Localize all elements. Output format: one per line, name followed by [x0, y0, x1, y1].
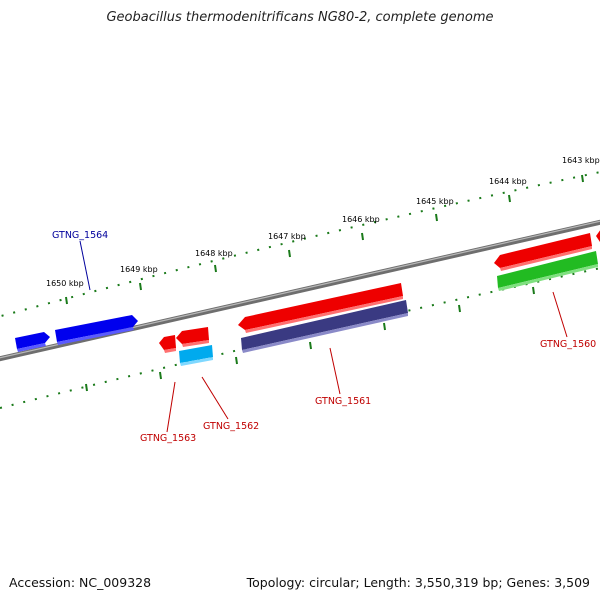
gene-gtng-1561[interactable] [238, 283, 403, 333]
gene-label-gtng-1562[interactable]: GTNG_1562 [203, 421, 259, 432]
gene-label-gtng-1560[interactable]: GTNG_1560 [540, 339, 596, 350]
kbp-label-1647: 1647 kbp [268, 232, 306, 241]
kbp-labels: 1650 kbp 1649 kbp 1648 kbp 1647 kbp 1646… [46, 156, 600, 288]
gene-label-gtng-1561[interactable]: GTNG_1561 [315, 396, 371, 407]
leader-gtng-1564 [79, 240, 91, 291]
kbp-label-1645: 1645 kbp [416, 197, 454, 206]
kbp-label-1644: 1644 kbp [489, 177, 527, 186]
topology-label: Topology: circular; Length: 3,550,319 bp… [246, 575, 590, 590]
outer-major-ticks [65, 174, 584, 305]
gene-edge-red[interactable] [596, 228, 600, 242]
gene-gtng-1562[interactable] [176, 327, 209, 347]
kbp-label-1646: 1646 kbp [342, 215, 380, 224]
leader-gtng-1560 [552, 291, 568, 338]
gene-cyan[interactable] [179, 345, 213, 366]
leader-gtng-1561 [329, 347, 341, 395]
gene-label-gtng-1564[interactable]: GTNG_1564 [52, 230, 108, 241]
leader-gtng-1563 [166, 381, 176, 433]
gene-gtng-1564[interactable] [55, 315, 138, 345]
gene-gtng-1563[interactable] [159, 335, 176, 353]
kbp-label-1643: 1643 kbp [562, 156, 600, 165]
gene-label-gtng-1563[interactable]: GTNG_1563 [140, 433, 196, 444]
gene-forward-small[interactable] [15, 332, 50, 352]
gene-gtng-1560[interactable] [494, 233, 592, 271]
kbp-label-1649: 1649 kbp [120, 265, 158, 274]
genome-title: Geobacillus thermodenitrificans NG80-2, … [106, 10, 494, 25]
leader-gtng-1562 [201, 376, 229, 420]
gene-green[interactable] [497, 251, 598, 291]
kbp-label-1650: 1650 kbp [46, 279, 84, 288]
kbp-label-1648: 1648 kbp [195, 249, 233, 258]
inner-major-ticks [85, 286, 535, 392]
gene-navy[interactable] [241, 300, 408, 353]
accession-label: Accession: NC_009328 [9, 575, 152, 590]
